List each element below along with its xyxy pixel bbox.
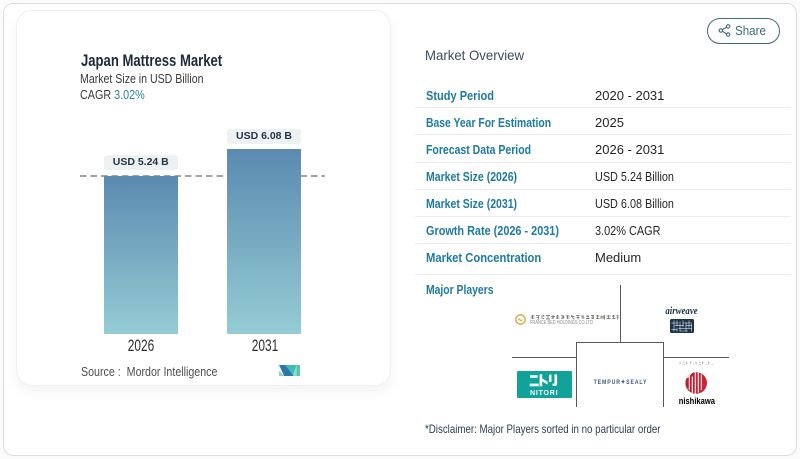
svg-text:NITORI: NITORI <box>530 390 558 397</box>
